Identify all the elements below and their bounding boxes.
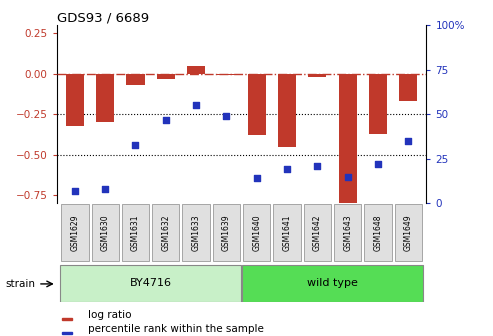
- Point: [314, 163, 321, 169]
- Point: [253, 176, 261, 181]
- Bar: [157, 74, 175, 79]
- Bar: [339, 74, 357, 211]
- Text: GSM1629: GSM1629: [70, 214, 79, 251]
- Bar: [308, 74, 326, 77]
- FancyBboxPatch shape: [60, 264, 241, 302]
- Point: [344, 174, 352, 179]
- Bar: [62, 318, 72, 320]
- Point: [132, 142, 140, 147]
- Point: [222, 113, 230, 119]
- Point: [404, 138, 412, 144]
- FancyBboxPatch shape: [243, 204, 270, 261]
- Text: percentile rank within the sample: percentile rank within the sample: [88, 324, 264, 334]
- Text: GSM1643: GSM1643: [343, 214, 352, 251]
- Text: GSM1640: GSM1640: [252, 214, 261, 251]
- FancyBboxPatch shape: [182, 204, 210, 261]
- Text: GSM1639: GSM1639: [222, 214, 231, 251]
- Text: GSM1641: GSM1641: [282, 214, 291, 251]
- Point: [162, 117, 170, 122]
- Text: GSM1649: GSM1649: [404, 214, 413, 251]
- Bar: [369, 74, 387, 134]
- Text: wild type: wild type: [307, 278, 358, 288]
- Text: log ratio: log ratio: [88, 310, 132, 321]
- FancyBboxPatch shape: [364, 204, 391, 261]
- Text: strain: strain: [5, 279, 35, 289]
- Point: [374, 161, 382, 167]
- Point: [283, 167, 291, 172]
- Text: GSM1631: GSM1631: [131, 214, 140, 251]
- Text: GSM1642: GSM1642: [313, 214, 322, 251]
- FancyBboxPatch shape: [122, 204, 149, 261]
- Text: GSM1632: GSM1632: [161, 214, 170, 251]
- Bar: [247, 74, 266, 135]
- FancyBboxPatch shape: [394, 204, 422, 261]
- Bar: [399, 74, 418, 101]
- Bar: [126, 74, 144, 85]
- FancyBboxPatch shape: [92, 204, 119, 261]
- Point: [71, 188, 79, 194]
- Text: BY4716: BY4716: [130, 278, 172, 288]
- Text: GDS93 / 6689: GDS93 / 6689: [57, 11, 149, 24]
- Text: GSM1633: GSM1633: [192, 214, 201, 251]
- FancyBboxPatch shape: [274, 204, 301, 261]
- Point: [192, 103, 200, 108]
- Bar: [66, 74, 84, 126]
- Text: GSM1630: GSM1630: [101, 214, 109, 251]
- FancyBboxPatch shape: [334, 204, 361, 261]
- FancyBboxPatch shape: [213, 204, 240, 261]
- Bar: [187, 66, 205, 74]
- FancyBboxPatch shape: [152, 204, 179, 261]
- Bar: [62, 332, 72, 334]
- FancyBboxPatch shape: [61, 204, 89, 261]
- Bar: [96, 74, 114, 122]
- Point: [101, 186, 109, 192]
- Bar: [278, 74, 296, 146]
- Bar: [217, 74, 236, 75]
- FancyBboxPatch shape: [242, 264, 423, 302]
- Text: GSM1648: GSM1648: [374, 214, 383, 251]
- FancyBboxPatch shape: [304, 204, 331, 261]
